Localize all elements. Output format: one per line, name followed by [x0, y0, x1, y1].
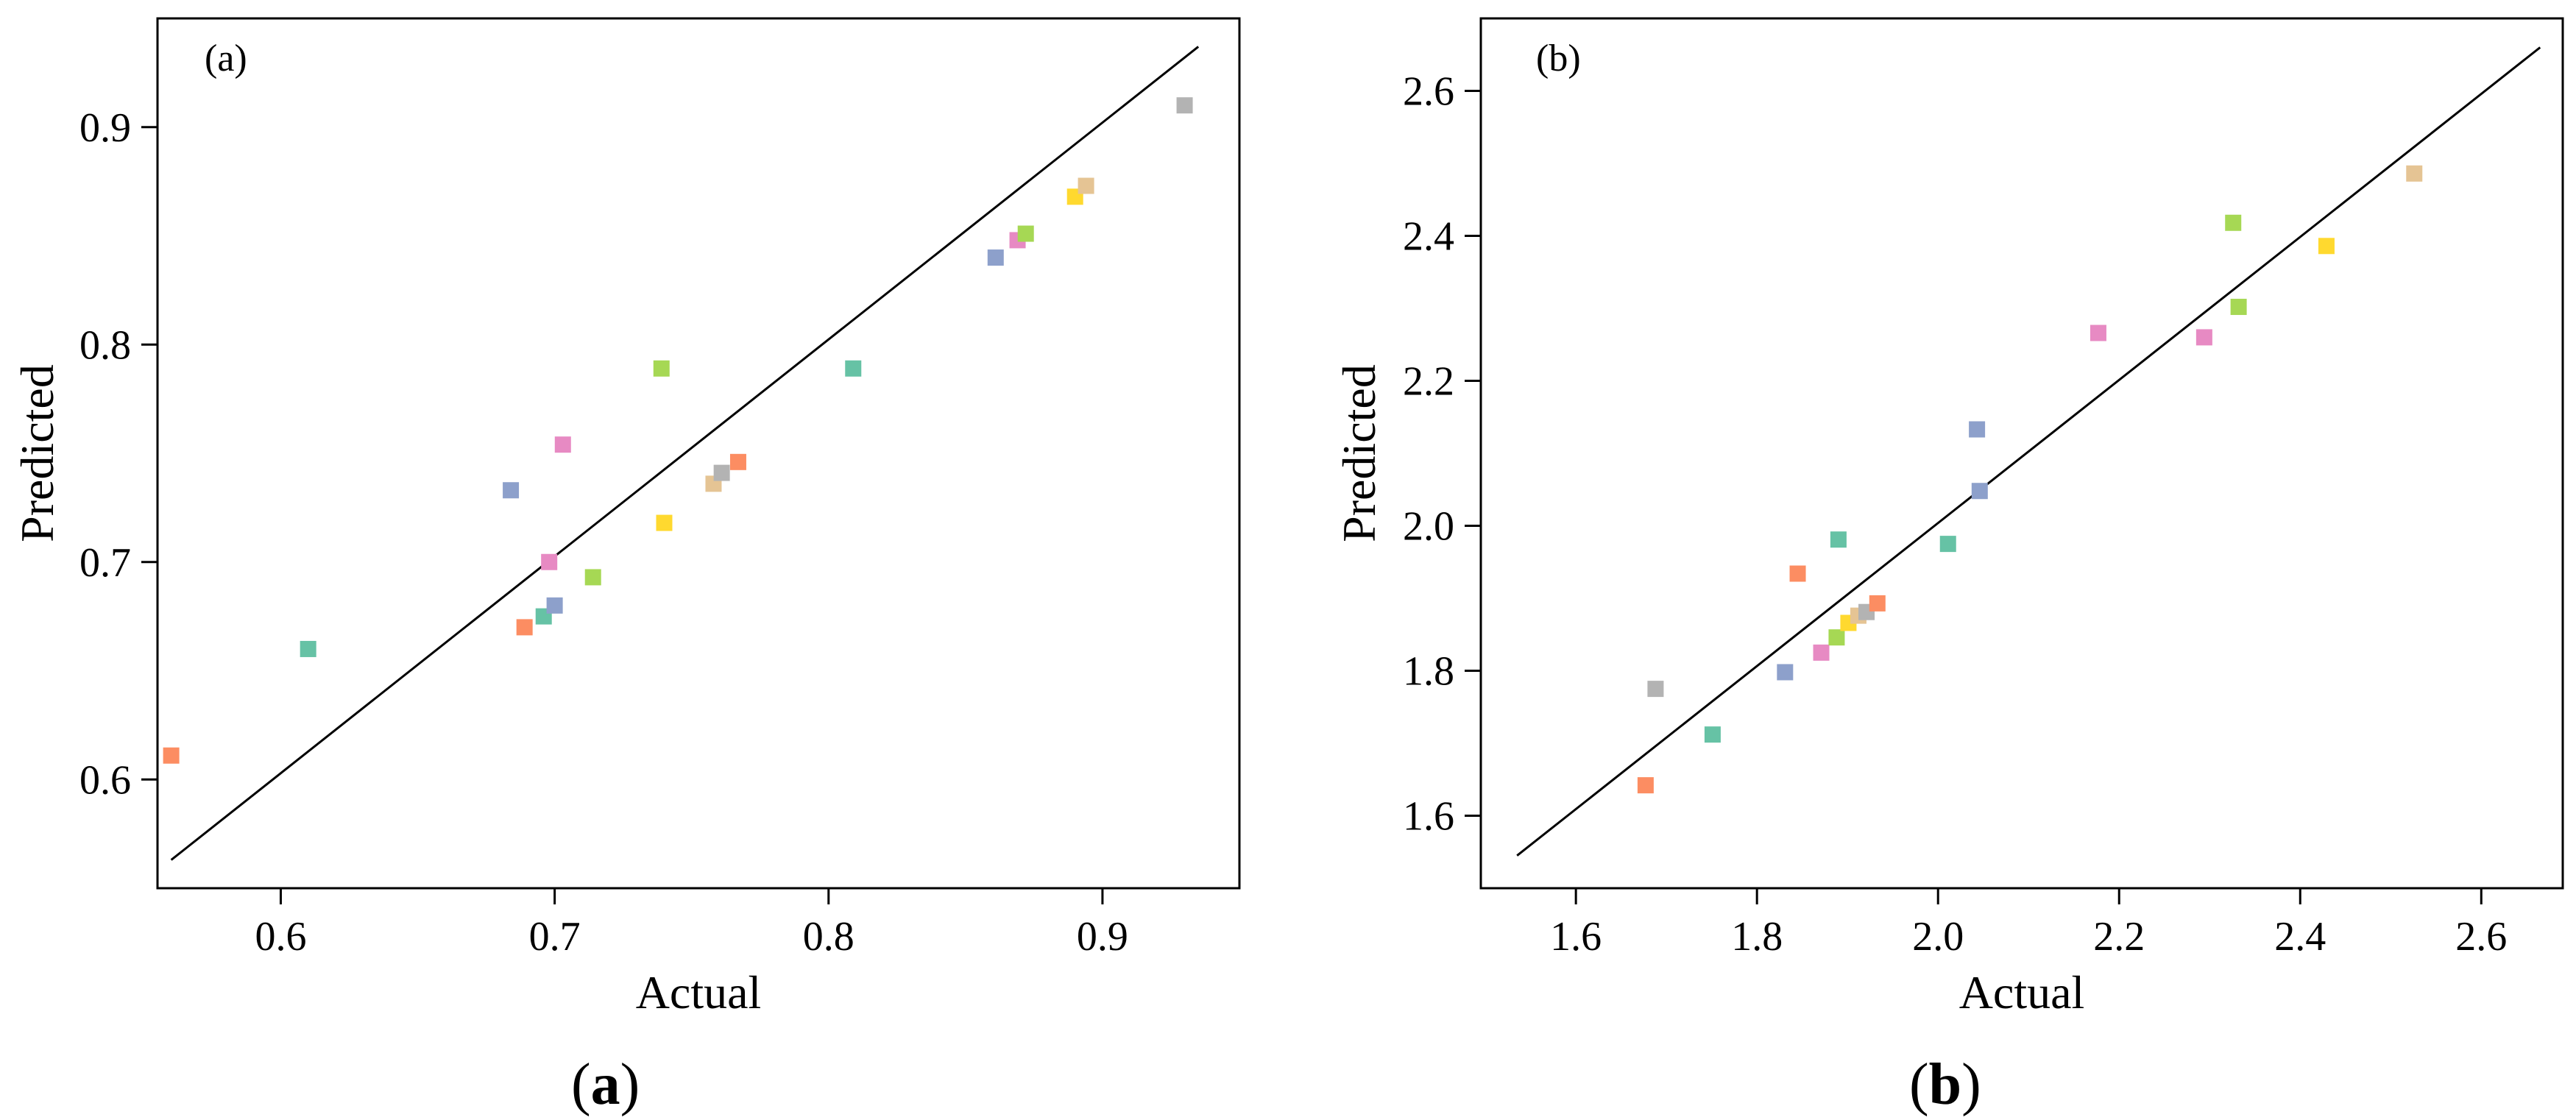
data-point-b [2195, 329, 2212, 346]
panel-label-a: (a) [205, 38, 247, 79]
data-point-b [2318, 238, 2335, 255]
x-tick-label-b: 1.6 [1550, 914, 1602, 960]
plot-frame-b [1479, 17, 2564, 890]
data-point-a [729, 453, 746, 470]
data-point-a [541, 553, 558, 570]
caption-letter-a: a [591, 1052, 620, 1117]
y-tick-label-b: 1.8 [1403, 649, 1454, 695]
reference-line-a [170, 46, 1200, 861]
x-tick-label-b: 2.0 [1912, 914, 1964, 960]
caption-close-b: ) [1961, 1052, 1981, 1117]
data-point-a [1078, 177, 1094, 194]
data-point-b [1637, 777, 1654, 794]
y-tick-label-b: 2.4 [1403, 214, 1454, 260]
caption-letter-b: b [1929, 1052, 1962, 1117]
x-tick-label-b: 2.6 [2455, 914, 2507, 960]
x-tick-label-b: 2.4 [2274, 914, 2326, 960]
y-tick-label-a: 0.7 [79, 540, 131, 586]
data-point-b [1777, 664, 1794, 681]
data-point-a [713, 464, 730, 481]
data-point-a [845, 360, 862, 377]
x-axis-title-b: Actual [1959, 966, 2085, 1018]
x-tick-label-b: 1.8 [1731, 914, 1783, 960]
data-point-a [987, 249, 1004, 266]
panel-a: 0.6 0.7 0.8 0.9 0.6 0.7 0.8 0.9 (a) Actual Pred… [11, 17, 1241, 1117]
data-point-a [300, 640, 316, 657]
data-point-b [1830, 531, 1847, 548]
data-point-b [2230, 299, 2247, 316]
y-tick-label-a: 0.8 [79, 322, 131, 368]
caption-open-a: ( [571, 1052, 591, 1117]
data-point-b [1704, 726, 1721, 743]
data-point-a [546, 597, 563, 614]
data-point-b [2090, 325, 2106, 341]
x-tick-label-a: 0.7 [529, 914, 581, 960]
data-point-b [1969, 421, 1986, 438]
y-tick-label-a: 0.9 [79, 105, 131, 151]
data-point-b [1939, 536, 1956, 553]
data-point-a [656, 514, 673, 531]
x-tick-label-a: 0.8 [803, 914, 854, 960]
data-point-b [1971, 483, 1988, 500]
data-point-a [1176, 97, 1193, 114]
data-point-a [516, 619, 533, 636]
x-tick-label-a: 0.6 [255, 914, 306, 960]
data-point-b [1869, 595, 1886, 612]
y-tick-label-b: 2.6 [1403, 69, 1454, 115]
data-point-b [2406, 165, 2423, 182]
data-point-b [1789, 565, 1806, 582]
data-point-a [554, 436, 571, 453]
data-point-a [1017, 225, 1034, 242]
caption-a: (a) [571, 1052, 640, 1117]
reference-line-b [1516, 46, 2541, 857]
data-point-a [653, 360, 670, 377]
data-point-a [163, 747, 180, 764]
x-tick-label-a: 0.9 [1077, 914, 1128, 960]
y-tick-label-b: 2.2 [1403, 359, 1454, 405]
caption-open-b: ( [1909, 1052, 1929, 1117]
data-point-b [1813, 644, 1830, 661]
data-point-a [503, 482, 520, 499]
panel-label-b: (b) [1536, 38, 1581, 79]
data-point-a [584, 569, 601, 586]
y-axis-title-b: Predicted [1333, 364, 1385, 542]
y-tick-label-a: 0.6 [79, 757, 131, 803]
caption-close-a: ) [620, 1052, 640, 1117]
plot-frame-a [156, 17, 1241, 890]
x-axis-title-a: Actual [636, 966, 762, 1018]
caption-b: (b) [1909, 1052, 1981, 1117]
y-tick-label-b: 1.6 [1403, 794, 1454, 840]
data-point-b [1828, 629, 1845, 646]
y-axis-title-a: Predicted [11, 364, 63, 542]
panel-b: 1.6 1.8 2.0 2.2 2.4 2.6 1.6 1.8 2.0 2.2 2.4 2.6 (b)… [1333, 17, 2564, 1117]
data-point-b [1647, 681, 1664, 698]
data-point-b [2225, 214, 2242, 231]
x-tick-label-b: 2.2 [2093, 914, 2145, 960]
y-tick-label-b: 2.0 [1403, 504, 1454, 550]
